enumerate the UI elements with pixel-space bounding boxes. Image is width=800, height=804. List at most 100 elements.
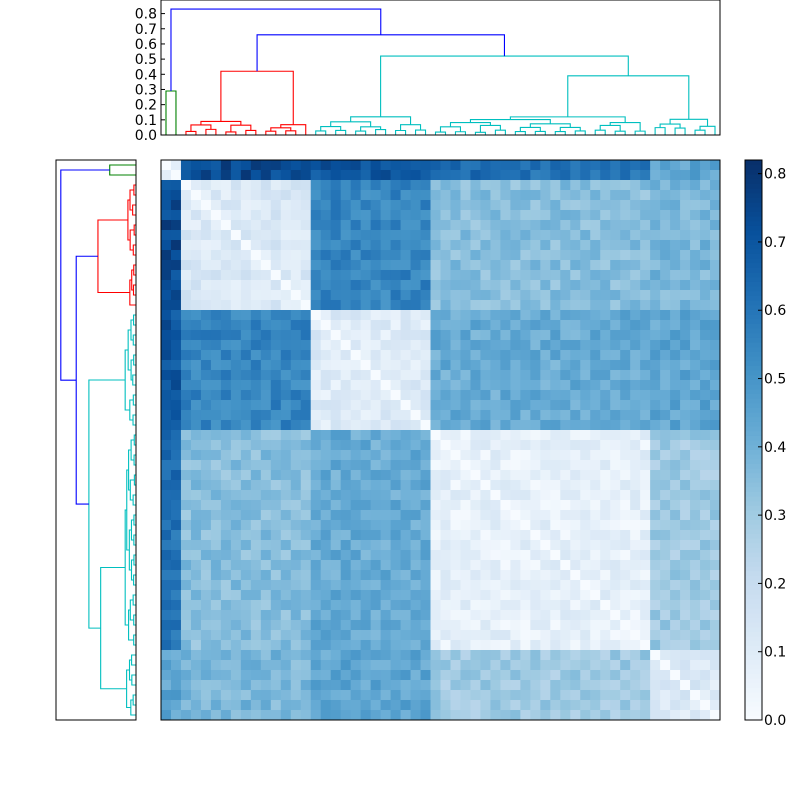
colorbar-segment (745, 645, 762, 651)
heatmap-cell (430, 570, 441, 581)
heatmap-cell (480, 660, 491, 671)
heatmap-cell (270, 430, 282, 441)
heatmap-cell (670, 470, 681, 481)
heatmap-cell (690, 560, 701, 571)
dendrogram-link (165, 90, 177, 135)
heatmap-cell (350, 420, 362, 431)
heatmap-cell (380, 490, 392, 501)
heatmap-cell (220, 600, 232, 611)
heatmap-cell (580, 580, 591, 591)
heatmap-cell (520, 570, 531, 581)
heatmap-cell (170, 540, 182, 551)
heatmap-cell (670, 540, 681, 551)
heatmap-cell (300, 450, 312, 461)
heatmap-cell (550, 280, 561, 291)
heatmap-cell (590, 370, 601, 381)
heatmap-cell (320, 160, 332, 171)
heatmap-cell (460, 630, 471, 641)
heatmap-cell (340, 380, 352, 391)
heatmap-cell (250, 430, 262, 441)
heatmap-cell (250, 500, 262, 511)
heatmap-cell (240, 570, 252, 581)
heatmap-cell (260, 650, 272, 661)
heatmap-cell (710, 610, 721, 621)
heatmap-cell (360, 280, 372, 291)
dendrogram-link (133, 634, 136, 646)
heatmap-cell (230, 550, 242, 561)
heatmap-cell (290, 220, 302, 231)
heatmap-cell (680, 390, 691, 401)
heatmap-cell (500, 580, 511, 591)
heatmap-cell (670, 500, 681, 511)
heatmap-cell (630, 610, 641, 621)
heatmap-cell (320, 270, 332, 281)
heatmap-cell (460, 280, 471, 291)
heatmap-cell (710, 450, 721, 461)
heatmap-cell (680, 240, 691, 251)
heatmap-cell (320, 460, 332, 471)
heatmap-cell (420, 660, 432, 671)
heatmap-cell (240, 470, 252, 481)
heatmap-cell (540, 370, 551, 381)
heatmap-cell (530, 280, 541, 291)
heatmap-cell (460, 160, 471, 171)
dendrogram-link (200, 120, 242, 126)
heatmap-cell (390, 270, 402, 281)
heatmap-cell (300, 480, 312, 491)
heatmap-cell (700, 660, 711, 671)
heatmap-cell (700, 640, 711, 651)
heatmap-cell (330, 330, 342, 341)
heatmap-cell (640, 630, 651, 641)
heatmap-cell (260, 670, 272, 681)
heatmap-cell (340, 620, 352, 631)
heatmap-cell (330, 490, 342, 501)
heatmap-cell (630, 530, 641, 541)
heatmap-cell (630, 600, 641, 611)
heatmap-cell (570, 370, 581, 381)
heatmap-cell (480, 460, 491, 471)
heatmap-cell (200, 470, 212, 481)
heatmap-cell (190, 190, 202, 201)
heatmap-cell (630, 380, 641, 391)
dendrogram-link (355, 130, 367, 135)
heatmap-cell (620, 670, 631, 681)
heatmap-cell (560, 480, 571, 491)
heatmap-cell (480, 690, 491, 701)
heatmap-cell (390, 210, 402, 221)
heatmap-cell (200, 650, 212, 661)
left-dendrogram (55, 159, 137, 721)
heatmap-cell (161, 240, 172, 251)
heatmap-cell (480, 570, 491, 581)
heatmap-cell (410, 410, 422, 421)
heatmap-cell (430, 340, 441, 351)
heatmap-cell (220, 570, 232, 581)
heatmap-cell (680, 450, 691, 461)
heatmap-cell (400, 660, 412, 671)
heatmap-cell (310, 270, 322, 281)
heatmap-cell (310, 240, 322, 251)
heatmap-cell (670, 660, 681, 671)
heatmap-cell (170, 500, 182, 511)
heatmap-cell (400, 700, 412, 711)
heatmap-cell (350, 640, 362, 651)
heatmap-cell (300, 160, 312, 171)
heatmap-cell (460, 450, 471, 461)
heatmap-cell (550, 630, 561, 641)
heatmap-cell (510, 680, 521, 691)
heatmap-cell (580, 530, 591, 541)
heatmap-cell (660, 390, 671, 401)
heatmap-cell (400, 470, 412, 481)
heatmap-cell (161, 160, 172, 171)
heatmap-cell (161, 570, 172, 581)
colorbar-segment (745, 267, 762, 273)
heatmap-cell (640, 300, 651, 311)
heatmap-cell (220, 180, 232, 191)
heatmap-cell (690, 420, 701, 431)
heatmap-cell (690, 470, 701, 481)
heatmap-cell (650, 340, 661, 351)
heatmap-cell (470, 600, 481, 611)
heatmap-cell (700, 210, 711, 221)
heatmap-cell (220, 460, 232, 471)
heatmap-cell (530, 670, 541, 681)
heatmap-cell (240, 660, 252, 671)
